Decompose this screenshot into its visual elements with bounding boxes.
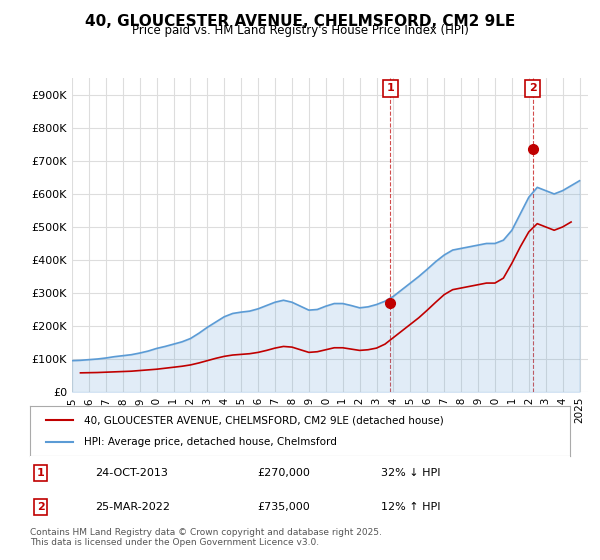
Text: 25-MAR-2022: 25-MAR-2022 <box>95 502 170 512</box>
Text: 12% ↑ HPI: 12% ↑ HPI <box>381 502 440 512</box>
Text: 40, GLOUCESTER AVENUE, CHELMSFORD, CM2 9LE (detached house): 40, GLOUCESTER AVENUE, CHELMSFORD, CM2 9… <box>84 415 444 425</box>
Text: 24-OCT-2013: 24-OCT-2013 <box>95 468 167 478</box>
Text: 1: 1 <box>37 468 44 478</box>
Text: Contains HM Land Registry data © Crown copyright and database right 2025.
This d: Contains HM Land Registry data © Crown c… <box>30 528 382 547</box>
Text: £735,000: £735,000 <box>257 502 310 512</box>
Text: 32% ↓ HPI: 32% ↓ HPI <box>381 468 440 478</box>
Text: Price paid vs. HM Land Registry's House Price Index (HPI): Price paid vs. HM Land Registry's House … <box>131 24 469 36</box>
Text: 1: 1 <box>386 83 394 94</box>
Text: £270,000: £270,000 <box>257 468 310 478</box>
Text: 2: 2 <box>529 83 536 94</box>
Text: 2: 2 <box>37 502 44 512</box>
Text: 40, GLOUCESTER AVENUE, CHELMSFORD, CM2 9LE: 40, GLOUCESTER AVENUE, CHELMSFORD, CM2 9… <box>85 14 515 29</box>
Text: HPI: Average price, detached house, Chelmsford: HPI: Average price, detached house, Chel… <box>84 437 337 447</box>
